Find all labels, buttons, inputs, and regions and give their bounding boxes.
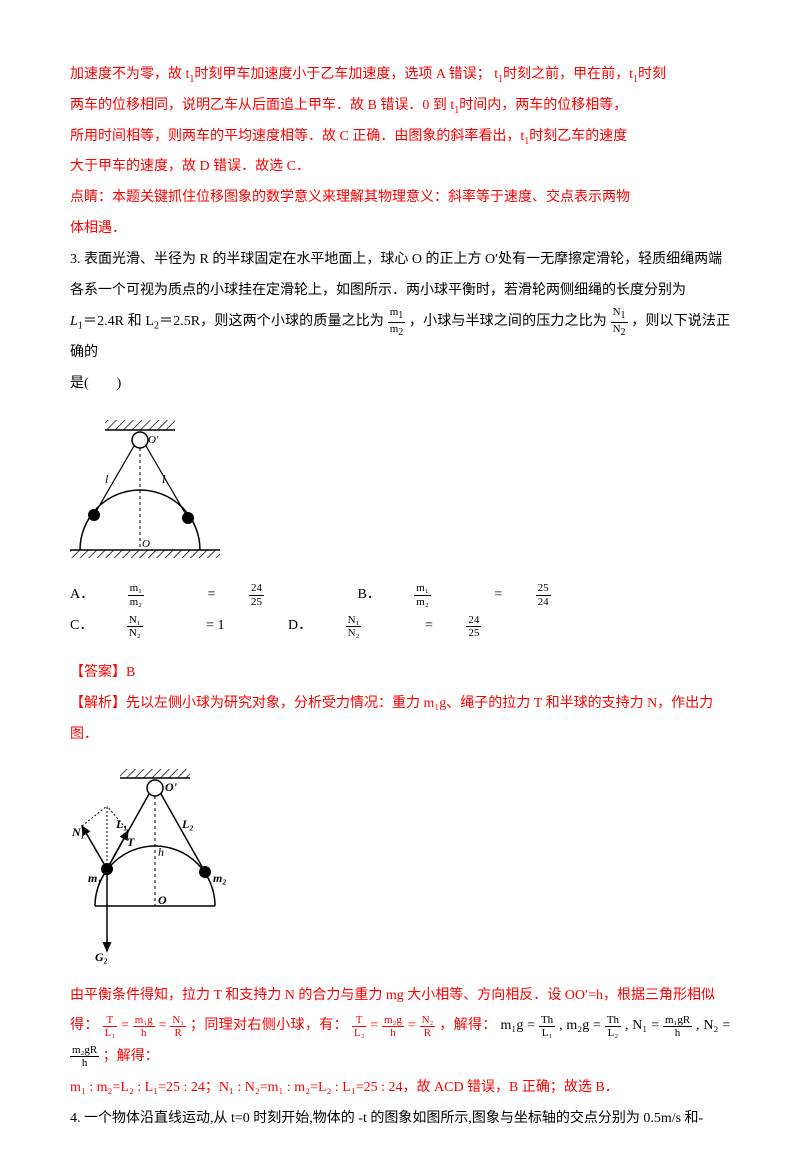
q3-stem-line: 是( ): [70, 369, 730, 400]
q3-options: A． m₁m₂ = 2425 B． m₁m₂ = 2524 C． N₁N₂ = …: [70, 580, 730, 643]
svg-text:G₂: G₂: [95, 950, 108, 964]
mass-ratio-frac: m1m2: [388, 306, 406, 337]
explanation-line: 由平衡条件得知，拉力 T 和支持力 N 的合力与重力 mg 大小相等、方向相反．…: [70, 981, 730, 1012]
svg-text:O: O: [142, 538, 150, 550]
option-d[interactable]: D． N₁N₂ = 2425: [288, 611, 541, 642]
option-b[interactable]: B． m₁m₂ = 2524: [357, 580, 610, 611]
q3-figure-2: O' h O L₁ L₂ m₁ m₂ N₁ T G₂: [70, 766, 730, 966]
explanation-line: 【解析】先以左侧小球为研究对象，分析受力情况：重力 m₁g、绳子的拉力 T 和半…: [70, 689, 730, 720]
svg-text:L₁: L₁: [115, 817, 128, 831]
q3-figure-1: O' l l O: [70, 415, 730, 565]
explanation-line: 大于甲车的速度，故 D 错误．故选 C．: [70, 152, 730, 183]
answer-label: 【答案】B: [70, 658, 730, 689]
svg-text:L₂: L₂: [181, 817, 194, 831]
svg-text:l: l: [105, 472, 109, 486]
explanation-line: 加速度不为零，故 t1时刻甲车加速度小于乙车加速度，选项 A 错误； t1时刻之…: [70, 60, 730, 91]
svg-text:O': O': [148, 434, 159, 446]
svg-text:O': O': [165, 780, 178, 794]
svg-text:m₂: m₂: [213, 871, 227, 885]
option-a[interactable]: A． m₁m₂ = 2425: [70, 580, 324, 611]
q3-stem-line: 各系一个可视为质点的小球挂在定滑轮上，如图所示．两小球平衡时，若滑轮两侧细绳的长…: [70, 276, 730, 307]
q4-stem-line: 4. 一个物体沿直线运动,从 t=0 时刻开始,物体的 -t 的图象如图所示,图…: [70, 1104, 730, 1135]
svg-text:h: h: [158, 845, 164, 859]
explanation-line: 两车的位移相同，说明乙车从后面追上甲车．故 B 错误．0 到 t1时间内，两车的…: [70, 91, 730, 122]
option-c[interactable]: C． N₁N₂ = 1: [70, 611, 255, 642]
svg-text:T: T: [127, 835, 135, 849]
q3-stem-line: 3. 表面光滑、半径为 R 的半球固定在水平地面上，球心 O 的正上方 O′处有…: [70, 245, 730, 276]
q3-stem-line: L1＝2.4R 和 L2＝2.5R，则这两个小球的质量之比为 m1m2 ，小球与…: [70, 306, 730, 369]
svg-text:O: O: [158, 893, 167, 907]
explanation-line: 点睛：本题关键抓住位移图象的数学意义来理解其物理意义：斜率等于速度、交点表示两物: [70, 183, 730, 214]
svg-text:m₁: m₁: [88, 871, 102, 885]
svg-text:N₁: N₁: [71, 825, 85, 839]
explanation-line: 所用时间相等，则两车的平均速度相等．故 C 正确．由图象的斜率看出，t1时刻乙车…: [70, 122, 730, 153]
explanation-line: 得： TL₁ = m₁gh = N₁R ；同理对右侧小球，有： TL₂ = m₂…: [70, 1011, 730, 1073]
explanation-line: m₁ : m₂=L₂ : L₁=25 : 24；N₁ : N₂=m₁ : m₂=…: [70, 1073, 730, 1104]
force-ratio-frac: N1N2: [611, 306, 628, 337]
explanation-line: 图．: [70, 720, 730, 751]
explanation-line: 体相遇．: [70, 214, 730, 245]
